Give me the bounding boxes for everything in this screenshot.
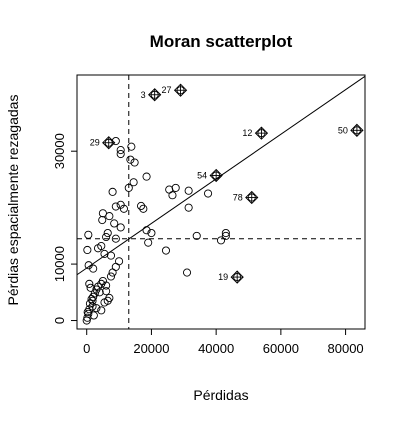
data-point <box>184 203 193 212</box>
data-point <box>92 304 101 313</box>
y-tick-label: 10000 <box>52 246 67 282</box>
data-point <box>216 236 226 245</box>
data-point <box>144 238 153 247</box>
data-point <box>97 306 106 315</box>
data-point <box>97 241 106 251</box>
data-point <box>100 298 109 307</box>
x-axis-label: Pérdidas <box>193 387 248 403</box>
data-point <box>147 228 156 238</box>
x-tick-label: 20000 <box>133 341 169 356</box>
data-point <box>171 183 180 192</box>
influential-point <box>148 88 162 102</box>
y-tick-label: 0 <box>52 317 67 324</box>
data-point <box>110 219 119 228</box>
data-point <box>98 216 107 225</box>
data-point <box>90 289 99 298</box>
data-point <box>84 230 93 239</box>
data-point <box>102 281 111 290</box>
data-point <box>102 232 111 242</box>
influential-point <box>173 83 188 97</box>
data-point <box>142 172 151 181</box>
data-point <box>127 142 136 151</box>
data-point <box>105 293 114 303</box>
data-point <box>89 264 98 273</box>
data-point <box>103 228 112 238</box>
data-point <box>204 189 213 198</box>
influential-point-label: 3 <box>141 90 146 100</box>
y-axis: 0 10000 30000 <box>52 133 77 324</box>
data-point <box>192 231 201 240</box>
x-axis: 0 20000 40000 60000 80000 <box>83 329 364 356</box>
influential-point <box>209 168 223 183</box>
data-point <box>85 279 94 288</box>
data-point <box>111 202 120 211</box>
data-point <box>106 251 116 260</box>
influential-point <box>350 123 364 137</box>
data-point <box>115 257 124 266</box>
chart-title: Moran scatterplot <box>150 32 293 51</box>
reference-lines <box>76 75 366 329</box>
data-point <box>142 226 151 235</box>
x-tick-label: 80000 <box>328 341 364 356</box>
data-point <box>139 204 148 213</box>
data-point <box>89 311 98 320</box>
x-tick-label: 40000 <box>198 341 234 356</box>
data-point <box>83 308 92 317</box>
data-point <box>106 272 116 281</box>
influential-point <box>245 190 259 205</box>
influential-point-label: 54 <box>197 170 207 180</box>
influential-point-label: 78 <box>233 192 243 202</box>
x-tick-label: 0 <box>83 341 90 356</box>
data-point <box>88 296 97 305</box>
data-point <box>88 302 97 311</box>
plot-frame <box>76 74 366 330</box>
data-point <box>126 155 135 164</box>
data-point <box>184 186 193 195</box>
influential-point-label: 27 <box>162 85 172 95</box>
influential-layer: 27 3 29 12 50 54 78 19 <box>90 83 364 284</box>
data-point <box>85 299 94 308</box>
data-point <box>83 245 92 255</box>
influential-point-label: 12 <box>242 128 252 138</box>
data-point <box>221 231 230 240</box>
y-tick-label: 30000 <box>52 133 67 169</box>
data-point <box>102 287 111 296</box>
x-tick-label: 60000 <box>263 341 299 356</box>
data-point <box>182 268 192 277</box>
data-point <box>119 204 128 213</box>
data-point <box>161 246 171 255</box>
influential-point <box>254 126 269 140</box>
influential-point-label: 29 <box>90 138 100 148</box>
data-point <box>116 146 125 155</box>
data-point <box>111 234 120 243</box>
y-axis-label: Pérdias espacialmente rezagadas <box>5 95 21 306</box>
influential-point <box>230 270 244 284</box>
data-point <box>221 228 230 238</box>
influential-point-label: 19 <box>218 272 228 282</box>
data-point <box>105 212 114 221</box>
data-point <box>130 158 139 167</box>
influential-point-label: 50 <box>338 125 348 135</box>
data-point <box>129 178 138 187</box>
data-point <box>116 149 125 159</box>
data-point <box>124 183 133 192</box>
influential-point <box>102 136 116 150</box>
data-point <box>108 187 117 196</box>
data-point <box>116 223 125 232</box>
data-point <box>86 283 95 292</box>
points-layer <box>82 136 230 325</box>
data-point <box>95 288 104 297</box>
data-point <box>137 201 146 211</box>
